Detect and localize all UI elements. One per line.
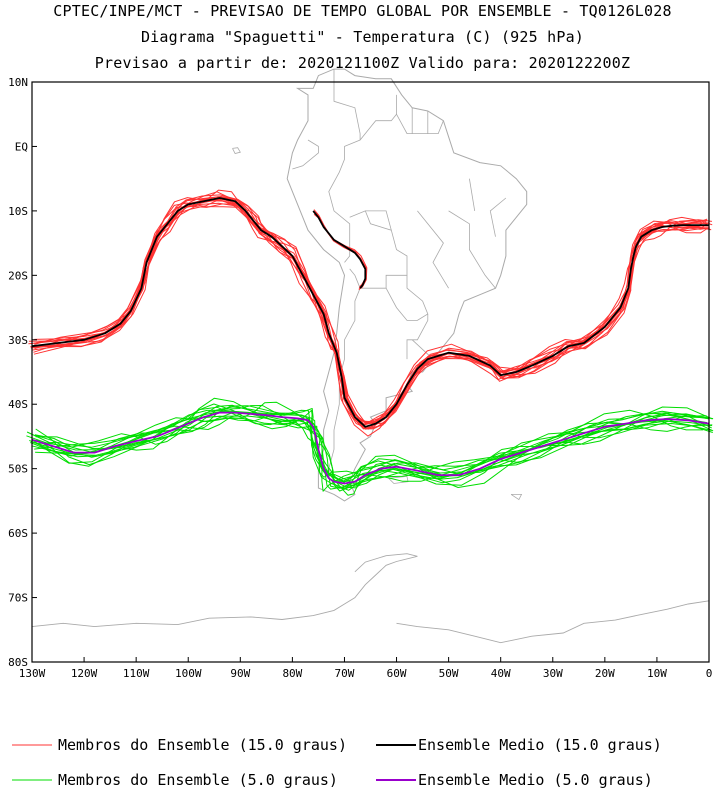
member-line-15c xyxy=(28,189,712,437)
chart-subtitle: Diagrama "Spaguetti" - Temperatura (C) (… xyxy=(140,28,585,46)
x-tick-label: 130W xyxy=(19,667,46,680)
member-line-15c xyxy=(33,196,709,429)
legend-label-red-members: Membros do Ensemble (15.0 graus) xyxy=(58,736,347,754)
mean-line-15c xyxy=(31,197,709,428)
country-border xyxy=(328,113,444,263)
basemap xyxy=(31,68,710,644)
member-line-15c xyxy=(34,197,708,430)
country-border xyxy=(385,275,429,321)
country-border xyxy=(489,197,507,237)
y-tick-label: 50S xyxy=(8,463,28,476)
x-tick-label: 110W xyxy=(123,667,150,680)
ensemble-members xyxy=(26,189,714,496)
legend-label-purple-mean: Ensemble Medio (5.0 graus) xyxy=(418,771,653,789)
plot-frame xyxy=(31,81,710,663)
y-tick-label: 80S xyxy=(8,656,28,669)
member-line-5c xyxy=(36,403,714,492)
island-coast xyxy=(510,494,523,501)
x-tick-label: 20W xyxy=(595,667,615,680)
x-tick-label: 80W xyxy=(282,667,302,680)
country-border xyxy=(292,139,319,170)
coastline-antarctica xyxy=(31,553,418,628)
y-tick-label: EQ xyxy=(15,140,28,153)
ensemble-means xyxy=(31,197,710,485)
y-tick-label: 10N xyxy=(8,76,28,89)
x-tick-label: 70W xyxy=(335,667,355,680)
mean-line-5c xyxy=(31,411,710,485)
x-tick-label: 50W xyxy=(439,667,459,680)
member-line-5c xyxy=(26,401,704,492)
axes: 130W 120W 110W 100W 90W 80W 70W 60W 50W 40W 30W 20W… xyxy=(8,76,712,680)
y-tick-label: 10S xyxy=(8,205,28,218)
member-line-5c xyxy=(34,404,713,483)
member-line-5c xyxy=(34,408,712,491)
y-tick-label: 20S xyxy=(8,269,28,282)
country-border xyxy=(365,210,392,231)
country-border xyxy=(448,210,496,289)
mean-line-15c xyxy=(312,210,367,289)
legend-label-black-mean: Ensemble Medio (15.0 graus) xyxy=(418,736,662,754)
member-line-15c xyxy=(34,197,707,426)
member-line-5c xyxy=(35,397,713,482)
forecast-validity: Previsao a partir de: 2020121100Z Valido… xyxy=(94,54,631,72)
country-border xyxy=(469,178,476,211)
x-tick-label: 40W xyxy=(491,667,511,680)
x-tick-label: 90W xyxy=(230,667,250,680)
x-tick-label: 60W xyxy=(387,667,407,680)
legend-label-green-members: Membros do Ensemble (5.0 graus) xyxy=(58,771,338,789)
member-line-15c xyxy=(33,198,708,426)
x-tick-label: 100W xyxy=(175,667,202,680)
x-tick-label: 0 xyxy=(706,667,713,680)
country-border xyxy=(417,210,449,289)
member-line-15c xyxy=(33,196,708,430)
y-tick-label: 70S xyxy=(8,592,28,605)
coastline-antarctica xyxy=(396,600,710,644)
legend: Membros do Ensemble (15.0 graus) Ensembl… xyxy=(12,736,662,789)
y-tick-label: 60S xyxy=(8,527,28,540)
chart-title: CPTEC/INPE/MCT - PREVISAO DE TEMPO GLOBA… xyxy=(53,2,672,20)
member-line-15c-andes xyxy=(313,211,367,289)
country-border xyxy=(349,210,408,289)
x-tick-label: 120W xyxy=(71,667,98,680)
x-tick-label: 30W xyxy=(543,667,563,680)
member-line-15c xyxy=(33,202,709,425)
island-coast xyxy=(232,147,241,154)
country-border xyxy=(333,69,361,140)
member-line-15c xyxy=(34,194,708,430)
member-line-15c xyxy=(34,202,706,423)
country-border xyxy=(406,314,429,360)
y-tick-label: 30S xyxy=(8,334,28,347)
member-line-5c xyxy=(35,405,713,484)
x-tick-label: 10W xyxy=(647,667,667,680)
y-tick-label: 40S xyxy=(8,398,28,411)
country-border xyxy=(328,288,361,482)
member-line-15c-andes xyxy=(313,209,367,288)
